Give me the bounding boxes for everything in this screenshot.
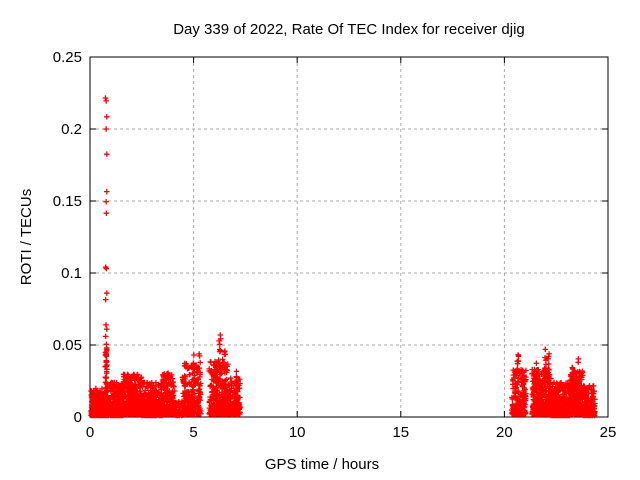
scatter-data-points [88, 95, 598, 419]
axis-ticks [89, 56, 609, 418]
tick-labels: 0 5 10 15 20 25 0 0.05 0.1 0.15 0.2 0.25 [53, 49, 617, 441]
y-tick-label-0.05: 0.05 [53, 337, 82, 354]
chart-title: Day 339 of 2022, Rate Of TEC Index for r… [173, 21, 525, 38]
tick-marks-path [89, 56, 609, 418]
x-tick-label-10: 10 [289, 424, 306, 441]
y-tick-label-0.25: 0.25 [53, 49, 82, 66]
x-tick-label-5: 5 [189, 424, 197, 441]
y-tick-label-0.15: 0.15 [53, 193, 82, 210]
x-tick-label-15: 15 [392, 424, 409, 441]
plot-border [89, 56, 609, 418]
y-tick-label-0.1: 0.1 [61, 265, 82, 282]
y-tick-label-0: 0 [74, 409, 82, 426]
grid-path [90, 57, 608, 417]
x-axis-label: GPS time / hours [265, 456, 379, 473]
grid-lines [90, 57, 608, 417]
x-tick-label-25: 25 [600, 424, 617, 441]
y-tick-label-0.2: 0.2 [61, 121, 82, 138]
y-axis-label: ROTI / TECUs [18, 189, 35, 285]
x-tick-label-20: 20 [496, 424, 513, 441]
x-tick-label-0: 0 [86, 424, 94, 441]
